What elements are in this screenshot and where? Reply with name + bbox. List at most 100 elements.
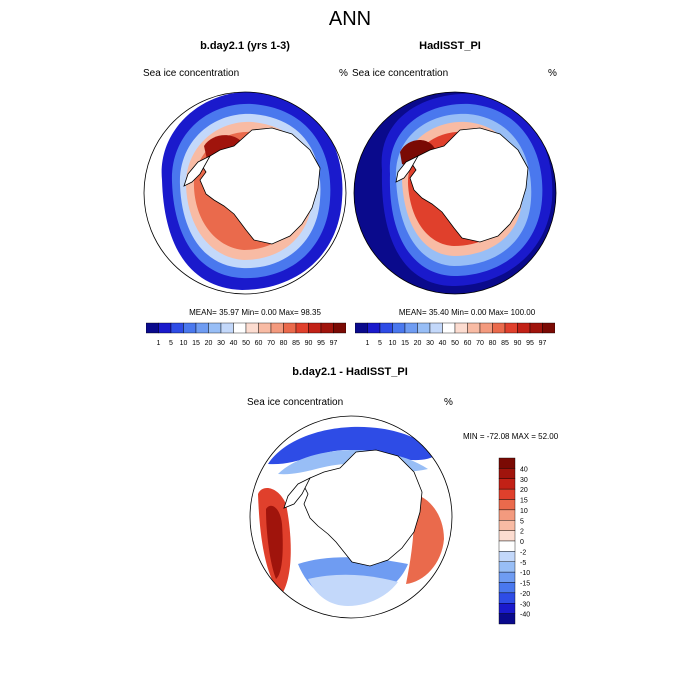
colorbar-tick-label: 5 [169,340,173,347]
colorbar-tick-label: 1 [366,340,370,347]
colorbar-tick-label: 30 [217,340,225,347]
colorbar-box [529,322,543,334]
colorbar-box [379,322,393,334]
colorbar-tick-label: 1 [157,340,161,347]
colorbar-box [283,322,297,334]
panel-title-diff: b.day2.1 - HadISST_PI [292,366,408,378]
colorbar-boxes-diff [498,457,516,625]
colorbar-box [220,322,234,334]
colorbar-box [498,499,516,511]
colorbar-tick-label: 40 [230,340,238,347]
colorbar-tick-label: 20 [520,487,528,494]
colorbar-tick-label: 97 [539,340,547,347]
colorbar-tick-label: -5 [520,560,526,567]
antarctica-land [199,127,321,245]
colorbar-box [355,322,368,334]
colorbar-box [333,322,346,334]
colorbar-tick-label: 85 [292,340,300,347]
colorbar-box [295,322,309,334]
colorbar-box [498,540,516,552]
colorbar-tick-label: 30 [426,340,434,347]
colorbar-tick-label: 20 [205,340,213,347]
colorbar-tick-label: 10 [389,340,397,347]
colorbar-tick-label: -2 [520,549,526,556]
colorbar-tick-label: 90 [514,340,522,347]
colorbar-tick-label: -40 [520,612,530,619]
colorbar-tick-label: 90 [305,340,313,347]
colorbar-tick-label: -20 [520,591,530,598]
colorbar-box [498,571,516,583]
colorbar-box [498,520,516,531]
colorbar-tick-label: 5 [520,518,524,525]
colorbar-box [308,322,322,334]
colorbar-tick-label: 60 [255,340,263,347]
panel-units-label-diff: % [444,397,453,408]
panel-units-label-model: % [339,68,348,79]
stats-obs: MEAN= 35.40 Min= 0.00 Max= 100.00 [398,308,536,317]
colorbar-box [258,322,272,334]
colorbar-tick-label: 30 [520,477,528,484]
colorbar-box [183,322,197,334]
panel-variable-label-model: Sea ice concentration [143,68,240,79]
colorbar-tick-label: 60 [464,340,472,347]
panel-title-model: b.day2.1 (yrs 1-3) [200,40,290,52]
colorbar-tick-label: 15 [520,498,528,505]
colorbar-tick-label: -30 [520,601,530,608]
diff-negative-north [268,426,438,465]
colorbar-box [170,322,184,334]
panel-title-obs: HadISST_PI [419,40,481,52]
colorbar-box [454,322,468,334]
stats-model: MEAN= 35.97 Min= 0.00 Max= 98.35 [189,308,321,317]
colorbar-tick-label: 50 [451,340,459,347]
colorbar-box [498,457,516,469]
colorbar-box [195,322,209,334]
colorbar-tick-label: 5 [378,340,382,347]
missing-data-mask [144,230,160,294]
antarctic-peninsula [395,155,420,183]
map-boundary [353,91,557,295]
colorbar-model: 1 5 10 15 20 30 40 50 60 70 80 85 90 95 97 [146,322,346,347]
antarctic-peninsula [283,477,311,509]
colorbar-tick-label: 95 [526,340,534,347]
colorbar-box [479,322,493,334]
antarctica-land [409,127,529,243]
colorbar-tick-label: 40 [439,340,447,347]
colorbar-obs: 1 5 10 15 20 30 40 50 60 70 80 85 90 95 97 [355,322,555,347]
colorbar-box [504,322,518,334]
colorbar-box [492,322,506,334]
panel-variable-label-obs: Sea ice concentration [352,68,449,79]
colorbar-tick-label: 20 [414,340,422,347]
colorbar-boxes-model [146,322,346,334]
figure-title: ANN [328,8,372,30]
colorbar-box [498,561,516,573]
colorbar-box [467,322,481,334]
colorbar-box [208,322,222,334]
colorbar-tick-label: 97 [330,340,338,347]
colorbar-box [392,322,406,334]
colorbar-box [233,322,247,334]
colorbar-tick-label: 50 [242,340,250,347]
map-boundary [143,91,347,295]
colorbar-tick-label: 85 [501,340,509,347]
colorbar-box [404,322,418,334]
colorbar-tick-label: -15 [520,581,530,588]
panel-variable-label-diff: Sea ice concentration [247,397,344,408]
colorbar-box [417,322,431,334]
colorbar-box [498,603,516,614]
colorbar-tick-label: 0 [520,539,524,546]
map-boundary [249,415,453,619]
colorbar-box [245,322,259,334]
polar-map-diff [249,415,453,619]
colorbar-box [498,582,516,594]
colorbar-boxes-obs [355,322,555,334]
colorbar-box [542,322,555,334]
panel-units-label-obs: % [548,68,557,79]
antarctica-land [303,449,423,567]
colorbar-box [498,613,516,625]
colorbar-labels-model: 1 5 10 15 20 30 40 50 60 70 80 85 90 95 97 [157,340,338,347]
colorbar-box [498,592,516,604]
colorbar-tick-label: 15 [401,340,409,347]
colorbar-box [498,509,516,521]
colorbar-tick-label: 70 [476,340,484,347]
